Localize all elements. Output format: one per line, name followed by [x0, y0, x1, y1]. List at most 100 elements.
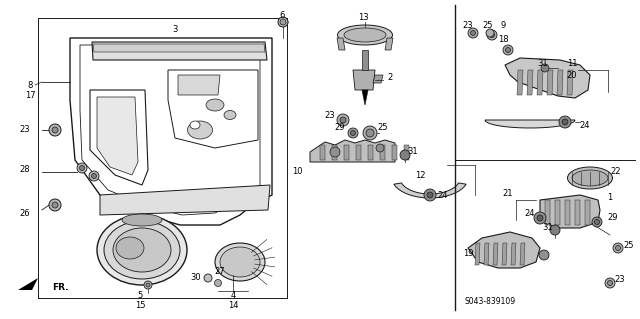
Polygon shape	[404, 145, 409, 160]
Polygon shape	[362, 50, 368, 70]
Text: 5: 5	[138, 291, 143, 300]
Polygon shape	[380, 145, 385, 160]
Circle shape	[337, 114, 349, 126]
Polygon shape	[344, 145, 349, 160]
Circle shape	[562, 119, 568, 125]
Text: 19: 19	[463, 249, 473, 257]
Circle shape	[52, 202, 58, 208]
Text: 31: 31	[538, 58, 548, 68]
Text: 20: 20	[567, 70, 577, 79]
Text: 13: 13	[358, 13, 368, 23]
Circle shape	[363, 126, 377, 140]
Text: 26: 26	[20, 209, 30, 218]
Text: 3: 3	[172, 26, 178, 34]
Circle shape	[607, 280, 612, 286]
Circle shape	[487, 30, 497, 40]
Text: 2: 2	[387, 73, 392, 83]
Polygon shape	[567, 70, 573, 95]
Polygon shape	[93, 44, 265, 52]
Text: 18: 18	[498, 35, 508, 44]
Circle shape	[77, 163, 87, 173]
Circle shape	[79, 166, 84, 170]
Polygon shape	[585, 200, 590, 225]
Text: 21: 21	[503, 189, 513, 197]
Ellipse shape	[190, 121, 200, 129]
Polygon shape	[468, 232, 540, 268]
Polygon shape	[517, 70, 523, 95]
Ellipse shape	[337, 25, 392, 45]
Polygon shape	[100, 185, 270, 215]
Circle shape	[89, 171, 99, 181]
Circle shape	[427, 192, 433, 198]
Circle shape	[550, 225, 560, 235]
Ellipse shape	[215, 243, 265, 281]
Circle shape	[539, 250, 549, 260]
Circle shape	[49, 124, 61, 136]
Ellipse shape	[224, 110, 236, 120]
Text: 27: 27	[214, 268, 225, 277]
Polygon shape	[493, 243, 498, 265]
Text: S043-839109: S043-839109	[465, 298, 516, 307]
Text: FR.: FR.	[52, 284, 68, 293]
Polygon shape	[505, 58, 590, 98]
Polygon shape	[485, 120, 575, 128]
Polygon shape	[475, 243, 480, 265]
Circle shape	[559, 116, 571, 128]
Polygon shape	[565, 200, 570, 225]
Polygon shape	[540, 195, 600, 228]
Text: 31: 31	[543, 224, 554, 233]
Polygon shape	[511, 243, 516, 265]
Circle shape	[278, 17, 288, 27]
Polygon shape	[502, 243, 507, 265]
Text: 1: 1	[607, 194, 612, 203]
Ellipse shape	[344, 28, 386, 42]
Polygon shape	[97, 97, 138, 175]
Circle shape	[605, 278, 615, 288]
Polygon shape	[537, 70, 543, 95]
Polygon shape	[520, 243, 525, 265]
Circle shape	[214, 279, 221, 286]
Circle shape	[534, 212, 546, 224]
Polygon shape	[310, 140, 395, 162]
Text: 25: 25	[624, 241, 634, 249]
Ellipse shape	[116, 237, 144, 259]
Ellipse shape	[572, 170, 608, 186]
Text: 28: 28	[20, 166, 30, 174]
Polygon shape	[18, 278, 38, 290]
Polygon shape	[385, 38, 393, 50]
Polygon shape	[484, 243, 489, 265]
Circle shape	[376, 144, 384, 152]
Ellipse shape	[122, 214, 162, 226]
Polygon shape	[392, 145, 397, 160]
Text: 17: 17	[25, 91, 35, 100]
Circle shape	[92, 174, 97, 179]
Polygon shape	[337, 38, 345, 50]
Text: 15: 15	[135, 300, 145, 309]
Text: 11: 11	[567, 58, 577, 68]
Ellipse shape	[568, 167, 612, 189]
Circle shape	[49, 199, 61, 211]
Text: 30: 30	[191, 273, 202, 283]
Polygon shape	[320, 145, 325, 160]
Polygon shape	[394, 183, 466, 198]
Circle shape	[592, 217, 602, 227]
Circle shape	[490, 33, 495, 38]
Ellipse shape	[113, 228, 171, 272]
Text: 23: 23	[614, 276, 625, 285]
Circle shape	[144, 281, 152, 289]
Polygon shape	[178, 75, 220, 95]
Circle shape	[506, 48, 511, 53]
Text: 24: 24	[525, 209, 535, 218]
Circle shape	[348, 128, 358, 138]
Text: 12: 12	[415, 170, 425, 180]
Text: 9: 9	[500, 20, 506, 29]
Circle shape	[52, 127, 58, 133]
Circle shape	[503, 45, 513, 55]
Polygon shape	[92, 42, 267, 60]
Text: 6: 6	[279, 11, 285, 19]
Text: 10: 10	[292, 167, 302, 176]
Circle shape	[400, 150, 410, 160]
Circle shape	[330, 147, 340, 157]
Circle shape	[486, 29, 494, 37]
Text: 31: 31	[408, 147, 419, 157]
